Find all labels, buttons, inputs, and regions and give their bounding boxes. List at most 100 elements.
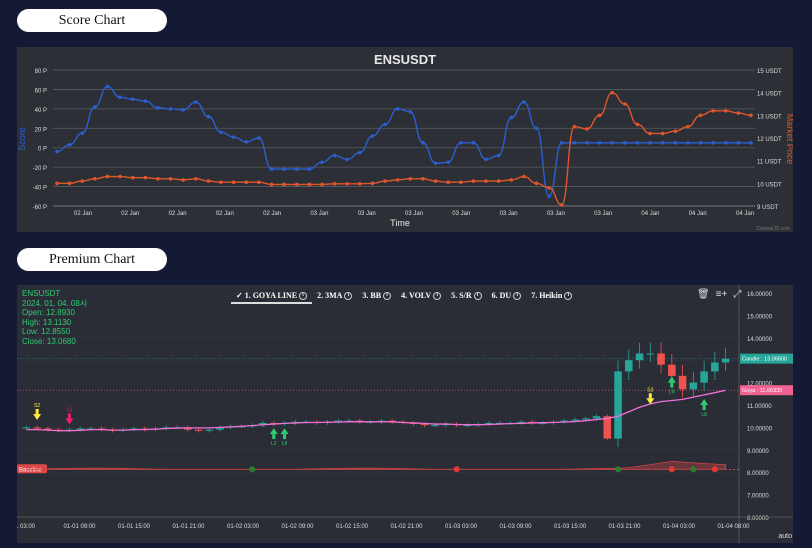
score-point [408, 109, 413, 114]
time-tick-label: 01-02 09:00 [281, 524, 314, 530]
price-point [282, 182, 286, 187]
signal-label: S2 [66, 407, 72, 413]
candle-body [625, 360, 633, 372]
candle-body [603, 416, 612, 439]
price-point [711, 109, 715, 113]
score-point [446, 160, 450, 165]
score-point [93, 105, 97, 109]
score-point [471, 141, 476, 145]
ohlc-high: High: 13.1130 [22, 317, 72, 327]
signal-label: L2 [271, 441, 277, 447]
score-point [244, 140, 249, 144]
trash-icon[interactable]: 🗑 [697, 289, 710, 300]
x-tick-label: 02 Jan [169, 211, 187, 217]
candle-body [678, 375, 687, 390]
score-point [597, 141, 602, 145]
signal-arrow-stem [670, 382, 674, 388]
score-point [156, 106, 160, 110]
score-point [105, 84, 110, 89]
tab-sr[interactable]: 5. S/R i [446, 289, 486, 304]
price-point [257, 180, 261, 184]
score-chart-panel: ENSUSDT Score Market Price Time CanvasJS… [17, 47, 795, 232]
price-point [93, 177, 97, 181]
score-point [534, 126, 539, 131]
price-point [231, 180, 236, 184]
price-point [294, 182, 299, 187]
price-point [623, 102, 627, 106]
price-point [522, 174, 526, 179]
candle-body [582, 418, 590, 420]
signal-label: L8 [282, 441, 288, 447]
price-point [572, 124, 577, 129]
x-tick-label: 03 Jan [310, 211, 328, 217]
tab-volv[interactable]: 4. VOLV i [396, 289, 446, 304]
price-point [660, 131, 665, 136]
score-watermark: CanvasJS.com [756, 226, 790, 232]
price-point [332, 181, 337, 186]
ohlc-low: Low: 12.8550 [22, 327, 71, 336]
signal-label: S3 [647, 387, 653, 393]
left-tick-label: 80 P [35, 69, 47, 75]
time-tick-label: 01-03 03:00 [445, 524, 478, 530]
signal-arrow [646, 398, 655, 405]
score-right-axis-label: Market Price [785, 114, 793, 165]
price-point [433, 179, 438, 183]
price-point [358, 181, 362, 186]
score-point [320, 160, 324, 165]
tab-bb[interactable]: 3. BB i [357, 289, 396, 304]
expand-icon[interactable]: ⤢ [733, 289, 742, 300]
tab-goya-line[interactable]: ✓ 1. GOYA LINE i [231, 289, 313, 305]
time-tick-label: 01-04 08:00 [717, 524, 750, 530]
score-chart-svg: ENSUSDT Score Market Price Time CanvasJS… [17, 52, 795, 232]
tab-du[interactable]: 6. DU i [487, 289, 527, 304]
price-point [496, 179, 501, 183]
left-tick-label: 40 P [35, 108, 47, 114]
time-tick-label: 01-02 03:00 [227, 524, 260, 530]
price-point [421, 177, 425, 181]
price-point [370, 181, 375, 186]
price-point [130, 175, 135, 180]
price-tick-label: 14.00000 [747, 337, 773, 343]
time-tick-label: 01-02 15:00 [336, 524, 369, 530]
price-tick-label: 12.00000 [747, 382, 773, 388]
price-point [509, 178, 514, 182]
signal-arrow [269, 428, 278, 435]
right-tick-label: 12 USDT [757, 137, 782, 143]
price-tick-label: 11.00000 [747, 404, 772, 410]
score-point [433, 161, 438, 166]
score-point [345, 157, 350, 162]
tab-heikin[interactable]: 7. Heikin i [526, 289, 577, 304]
right-tick-label: 13 USDT [757, 114, 782, 120]
candle-body [194, 429, 203, 431]
x-tick-label: 03 Jan [500, 211, 518, 217]
candle-body [517, 421, 525, 423]
time-tick-label: 01-02 21:00 [390, 524, 423, 530]
price-point [547, 186, 551, 190]
score-chart-heading: ENSUSDT [374, 52, 436, 67]
signal-label: L8 [701, 412, 707, 418]
score-point [723, 141, 728, 145]
price-point [307, 182, 312, 187]
premium-chart-panel: 16.0000015.0000014.0000013.0000012.00000… [15, 285, 793, 543]
info-icon: i [344, 292, 353, 301]
add-indicator-icon[interactable]: ≡+ [715, 289, 728, 300]
candle-body [689, 382, 698, 390]
tab-3ma[interactable]: 2. 3MA i [312, 289, 357, 304]
price-point [736, 111, 741, 115]
candle-body [76, 428, 84, 430]
price-point [686, 124, 690, 129]
candle-body [463, 425, 472, 427]
ohlc-symbol: ENSUSDT [22, 289, 61, 298]
score-point [660, 141, 665, 145]
signal-arrow [700, 399, 709, 405]
x-tick-label: 04 Jan [736, 211, 754, 217]
price-tick-label: 6.00000 [747, 516, 769, 522]
last-price-tag [740, 353, 793, 364]
score-point [635, 141, 640, 145]
score-point [294, 167, 299, 171]
price-point [698, 113, 703, 118]
score-x-axis-label: Time [390, 218, 410, 228]
price-point [484, 179, 488, 183]
x-tick-label: 03 Jan [547, 211, 565, 217]
price-point [383, 179, 387, 183]
